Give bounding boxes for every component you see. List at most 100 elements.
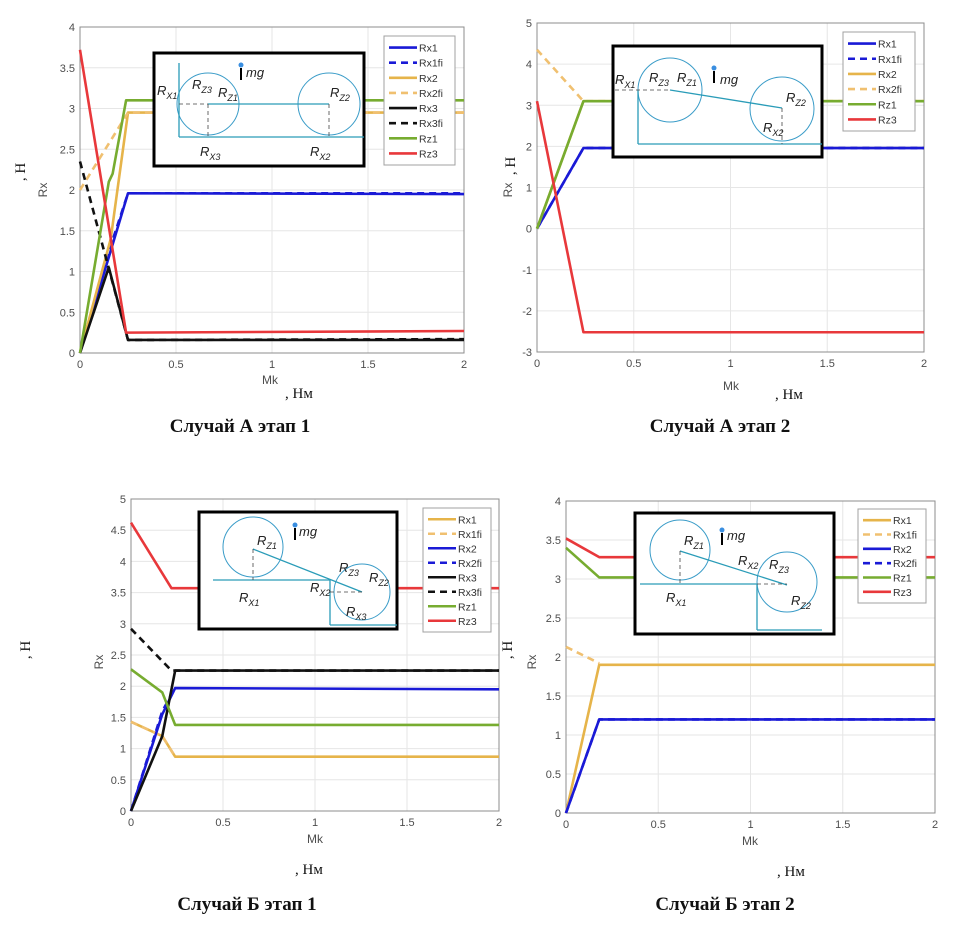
y-tick-label: 2.5 (111, 650, 126, 662)
x-tick-label: 1 (727, 358, 733, 370)
legend-entry: Rx1fi (458, 529, 482, 541)
force-label-base: R (666, 590, 675, 605)
y-tick-label: 0 (526, 224, 532, 236)
force-label-base: R (200, 144, 209, 159)
force-label-sub: Z1 (685, 78, 697, 88)
force-label: RZ3 (192, 77, 212, 95)
force-label-base: R (157, 83, 166, 98)
y-tick-label: -3 (522, 347, 532, 359)
y-tick-label: 3.5 (60, 63, 75, 75)
force-label: mg (720, 72, 739, 87)
force-label: RZ3 (649, 70, 669, 88)
link-line (669, 89, 783, 109)
force-label-base: mg (720, 72, 739, 87)
y-tick-label: 1 (69, 267, 75, 279)
axes-box (536, 22, 925, 353)
force-label-sub: X1 (165, 91, 177, 101)
force-label: RZ2 (369, 570, 389, 588)
x-tick-label: 2 (461, 359, 467, 371)
force-label-sub: Z2 (794, 98, 806, 108)
force-label: RZ1 (677, 70, 697, 88)
x-axis-unit: , Нм (775, 387, 803, 403)
force-label-base: R (218, 85, 227, 100)
chart-caption: Случай А этап 2 (650, 416, 791, 437)
x-axis-unit: , Нм (777, 864, 805, 880)
legend-entry: Rx2fi (893, 558, 917, 570)
mass-center-dot (292, 522, 298, 528)
x-axis-label: Mk (307, 832, 324, 846)
y-tick-label: 0.5 (546, 769, 561, 781)
force-label-base: R (786, 90, 795, 105)
inset-frame (152, 51, 366, 168)
link-line (252, 548, 363, 593)
x-tick-label: 1 (269, 359, 275, 371)
force-label-sub: Z3 (657, 78, 669, 88)
y-tick-label: 5 (526, 18, 532, 30)
chart-caption: Случай Б этап 1 (177, 894, 316, 915)
x-axis-unit: , Нм (295, 862, 323, 878)
legend-box (383, 35, 456, 166)
force-label: RZ3 (769, 557, 789, 575)
y-tick-label: 3 (555, 574, 561, 586)
force-label: RZ3 (339, 560, 359, 578)
y-tick-label: 1.5 (60, 226, 75, 238)
force-label: mg (727, 528, 746, 543)
force-label-sub: Z1 (692, 541, 704, 551)
legend-box (857, 508, 927, 604)
y-tick-label: 1 (555, 730, 561, 742)
y-tick-label: 3.5 (111, 588, 126, 600)
legend-entry: Rz3 (458, 616, 477, 628)
y-tick-label: 4 (69, 22, 75, 34)
force-label: RX3 (200, 144, 220, 162)
force-label: RX1 (615, 72, 635, 90)
force-label-base: R (677, 70, 686, 85)
chart-caption: Случай Б этап 2 (655, 894, 794, 915)
force-label-base: R (257, 533, 266, 548)
legend-entry: Rx3 (458, 572, 477, 584)
inset-frame (197, 510, 399, 631)
y-tick-label: 0 (69, 348, 75, 360)
y-tick-label: 5 (120, 494, 126, 506)
chart-3: 0 0.5 1 1.5 200.511.522.533.544.55RZ1mgRX1RX… (18, 494, 502, 915)
legend-entry: Rx1fi (419, 58, 443, 70)
y-axis-unit: , Н (503, 157, 519, 176)
force-label: RX3 (346, 604, 366, 622)
y-axis-label: Rx (525, 655, 539, 670)
legend-entry: Rx2fi (878, 84, 902, 96)
wheel-circle (749, 76, 815, 142)
y-tick-label: 4 (555, 496, 561, 508)
force-label-base: R (310, 144, 319, 159)
force-label-base: R (369, 570, 378, 585)
legend-entry: Rx1 (458, 514, 477, 526)
x-tick-label: 0.5 (651, 819, 666, 831)
x-axis-label: Mk (262, 373, 279, 387)
x-tick-label: 0.5 (215, 817, 230, 829)
force-label: mg (299, 524, 318, 539)
y-tick-label: 2 (555, 652, 561, 664)
force-label: RX2 (310, 144, 330, 162)
force-label-base: R (684, 533, 693, 548)
legend: Rx1 Rx1fi Rx2 Rx2fi Rz1 Rz3 (842, 31, 916, 132)
y-tick-label: 2 (526, 141, 532, 153)
y-tick-label: 2 (120, 681, 126, 693)
x-tick-label: 0 (534, 358, 540, 370)
force-label-sub: X1 (247, 598, 259, 608)
legend-entry: Rx1 (419, 43, 438, 55)
force-label-sub: X2 (318, 152, 330, 162)
force-label-base: mg (299, 524, 318, 539)
force-label-sub: X2 (746, 561, 758, 571)
force-label: RX1 (239, 590, 259, 608)
axes-box (565, 500, 936, 814)
legend-entry: Rx2 (458, 543, 477, 555)
x-tick-label: 1 (312, 817, 318, 829)
series-line-Rx1fi (565, 645, 600, 665)
y-tick-label: 0 (120, 806, 126, 818)
mass-center-dot (238, 62, 244, 68)
link-line (679, 550, 788, 586)
series-line-Rz1 (130, 668, 499, 727)
y-tick-label: -2 (522, 306, 532, 318)
chart-caption: Случай А этап 1 (170, 416, 311, 437)
legend-entry: Rx2 (893, 544, 912, 556)
